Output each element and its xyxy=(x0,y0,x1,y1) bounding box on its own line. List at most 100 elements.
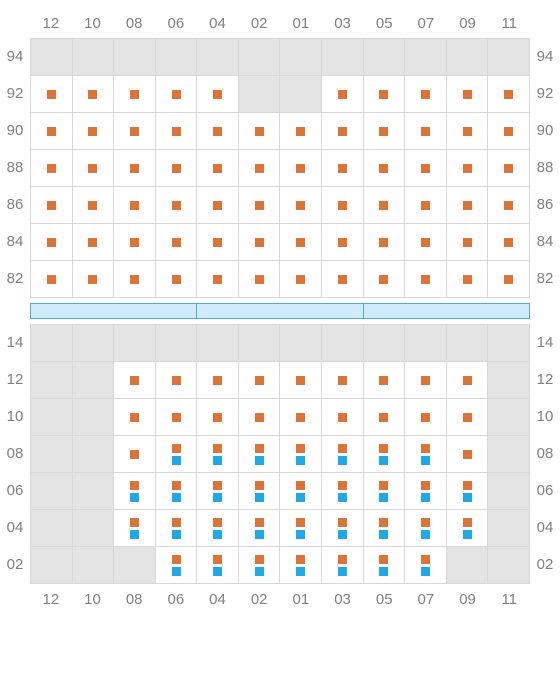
divider-segment xyxy=(364,304,529,318)
seat-cell xyxy=(447,187,489,224)
blank-cell xyxy=(322,325,364,362)
orange-marker-icon xyxy=(47,90,56,99)
orange-marker-icon xyxy=(338,444,347,453)
blank-cell xyxy=(280,325,322,362)
row-label: 02 xyxy=(530,546,560,583)
orange-marker-icon xyxy=(130,164,139,173)
blank-cell xyxy=(488,436,530,473)
blue-marker-icon xyxy=(421,567,430,576)
seat-cell xyxy=(239,473,281,510)
column-label: 09 xyxy=(447,591,489,608)
column-label: 02 xyxy=(238,15,280,32)
seat-cell xyxy=(405,224,447,261)
blank-cell xyxy=(280,76,322,113)
orange-marker-icon xyxy=(255,413,264,422)
orange-marker-icon xyxy=(379,164,388,173)
seat-cell xyxy=(405,436,447,473)
blank-cell xyxy=(447,39,489,76)
orange-marker-icon xyxy=(47,164,56,173)
seat-cell xyxy=(280,436,322,473)
orange-marker-icon xyxy=(421,444,430,453)
orange-marker-icon xyxy=(338,275,347,284)
orange-marker-icon xyxy=(338,127,347,136)
upper-section: 94929088868482 94929088868482 xyxy=(0,38,560,298)
seat-cell xyxy=(447,362,489,399)
blue-marker-icon xyxy=(463,530,472,539)
column-label: 06 xyxy=(155,591,197,608)
blank-cell xyxy=(488,39,530,76)
seat-cell xyxy=(31,261,73,298)
blank-cell xyxy=(73,510,115,547)
lower-row-labels-right: 14121008060402 xyxy=(530,324,560,583)
blank-cell xyxy=(73,399,115,436)
seat-cell xyxy=(405,187,447,224)
column-label: 03 xyxy=(322,591,364,608)
blank-cell xyxy=(280,39,322,76)
orange-marker-icon xyxy=(213,481,222,490)
orange-marker-icon xyxy=(463,127,472,136)
lower-grid xyxy=(30,324,530,584)
orange-marker-icon xyxy=(463,413,472,422)
seat-cell xyxy=(197,547,239,584)
row-label: 88 xyxy=(530,149,560,186)
seat-cell xyxy=(280,113,322,150)
orange-marker-icon xyxy=(88,90,97,99)
row-label: 08 xyxy=(530,435,560,472)
blue-marker-icon xyxy=(255,493,264,502)
blue-marker-icon xyxy=(130,530,139,539)
orange-marker-icon xyxy=(213,444,222,453)
seat-cell xyxy=(322,187,364,224)
seat-cell xyxy=(239,510,281,547)
seat-cell xyxy=(280,362,322,399)
seat-cell xyxy=(405,510,447,547)
seat-cell xyxy=(364,510,406,547)
seat-cell xyxy=(364,150,406,187)
seat-cell xyxy=(239,362,281,399)
seat-cell xyxy=(197,399,239,436)
row-label: 12 xyxy=(530,361,560,398)
column-label: 11 xyxy=(488,591,530,608)
seat-cell xyxy=(114,224,156,261)
seat-cell xyxy=(322,76,364,113)
column-label: 04 xyxy=(197,591,239,608)
orange-marker-icon xyxy=(255,164,264,173)
orange-marker-icon xyxy=(296,481,305,490)
column-label: 12 xyxy=(30,15,72,32)
seat-cell xyxy=(114,113,156,150)
seat-cell xyxy=(114,399,156,436)
seat-cell xyxy=(197,224,239,261)
orange-marker-icon xyxy=(213,164,222,173)
seat-cell xyxy=(280,510,322,547)
seat-cell xyxy=(405,261,447,298)
seat-cell xyxy=(156,261,198,298)
seat-cell xyxy=(31,187,73,224)
column-label: 01 xyxy=(280,591,322,608)
orange-marker-icon xyxy=(379,90,388,99)
seat-cell xyxy=(114,261,156,298)
column-label: 12 xyxy=(30,591,72,608)
orange-marker-icon xyxy=(296,518,305,527)
seat-cell xyxy=(197,510,239,547)
orange-marker-icon xyxy=(463,450,472,459)
orange-marker-icon xyxy=(338,413,347,422)
orange-marker-icon xyxy=(296,164,305,173)
row-label: 02 xyxy=(0,546,30,583)
orange-marker-icon xyxy=(255,518,264,527)
seat-cell xyxy=(280,473,322,510)
blue-marker-icon xyxy=(338,456,347,465)
seat-cell xyxy=(447,150,489,187)
orange-marker-icon xyxy=(463,90,472,99)
seat-cell xyxy=(364,224,406,261)
seat-cell xyxy=(447,261,489,298)
orange-marker-icon xyxy=(421,127,430,136)
orange-marker-icon xyxy=(213,90,222,99)
seat-cell xyxy=(280,224,322,261)
blue-marker-icon xyxy=(130,493,139,502)
seat-cell xyxy=(156,436,198,473)
seat-cell xyxy=(239,113,281,150)
row-label: 82 xyxy=(530,260,560,297)
row-label: 94 xyxy=(530,38,560,75)
blank-cell xyxy=(31,362,73,399)
blue-marker-icon xyxy=(172,456,181,465)
seat-cell xyxy=(447,113,489,150)
